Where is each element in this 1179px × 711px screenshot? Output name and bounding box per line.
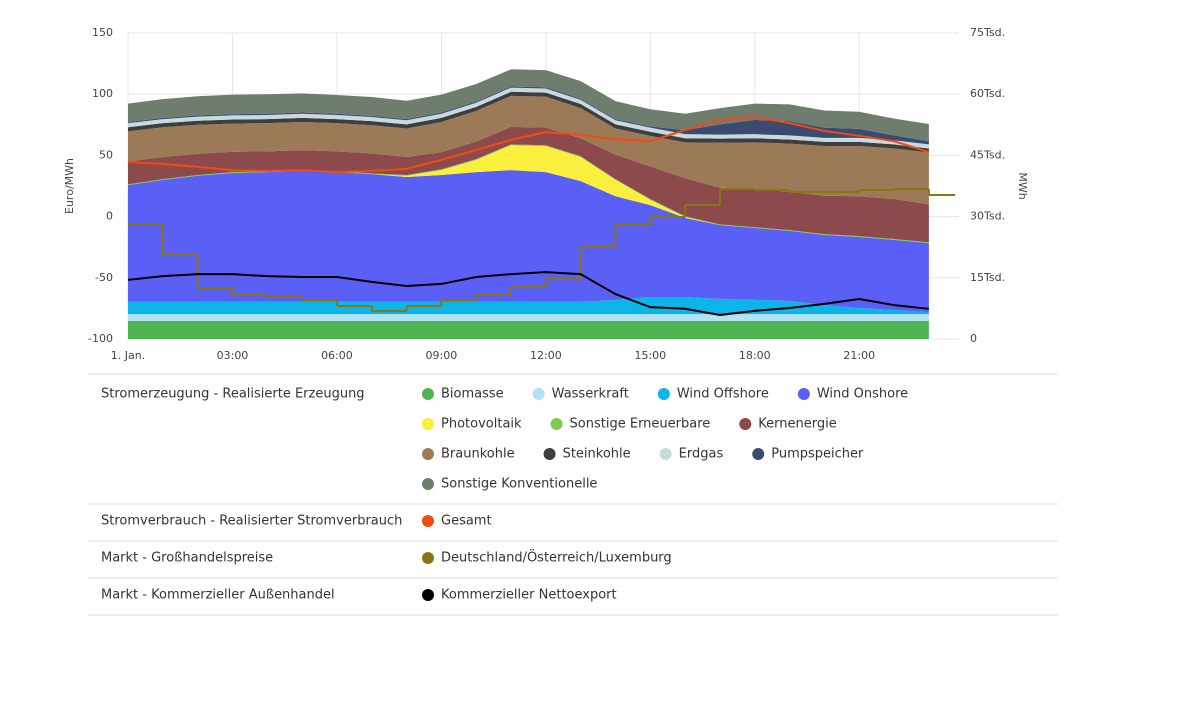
y2-axis-title: MWh [1016,172,1029,199]
x-tick-label: 15:00 [634,349,666,362]
legend-swatch [657,388,670,400]
y-tick-label: 100 [92,87,113,100]
legend-label: Photovoltaik [441,417,522,432]
x-tick-label: 12:00 [530,349,562,362]
legend-label: Wind Offshore [677,387,769,402]
legend-swatch [422,478,434,490]
legend-swatch [659,448,672,460]
legend-item[interactable]: Kernenergie [739,417,837,432]
legend-swatch [752,448,765,460]
line [127,116,930,174]
legend-group-title: Stromerzeugung - Realisierte Erzeugung [101,387,365,402]
legend-label: Kernenergie [758,417,836,432]
legend-item[interactable]: Kommerzieller Nettoexport [422,588,617,603]
legend-item[interactable]: Wind Offshore [657,387,769,402]
legend-item[interactable]: Braunkohle [422,447,515,462]
legend-swatch [543,448,556,460]
area [128,86,929,145]
legend-swatch [422,418,434,430]
legend-group-title: Markt - Großhandelspreise [101,551,273,566]
x-tick-label: 09:00 [426,349,458,362]
legend-label: Sonstige Konventionelle [441,477,597,492]
y-tick-label: 50 [99,148,113,161]
legend-item[interactable]: Wind Onshore [797,387,908,402]
x-tick-label: 06:00 [321,349,353,362]
y-tick-label: -50 [95,271,113,284]
area [128,95,929,205]
y2-tick-label: 45Tsd. [970,148,1005,161]
legend-label: Steinkohle [563,447,631,462]
legend-item[interactable]: Pumpspeicher [752,447,864,462]
area [128,87,929,149]
legend-label: Biomasse [441,387,504,402]
legend-item[interactable]: Erdgas [659,447,724,462]
legend-item[interactable]: Biomasse [422,387,504,402]
area [128,314,929,322]
area [128,69,929,142]
legend-group-title: Markt - Kommerzieller Außenhandel [101,588,335,603]
legend-group-title: Stromverbrauch - Realisierter Stromverbr… [101,514,402,529]
legend-item[interactable]: Sonstige Konventionelle [422,477,597,492]
y2-tick-label: 0 [970,332,977,345]
plot [127,69,955,339]
y2-tick-label: 15Tsd. [970,271,1005,284]
y-axis-title: Euro/MWh [63,158,76,214]
line [127,271,929,316]
area [128,126,929,243]
legend-swatch [422,589,434,601]
legend-label: Erdgas [679,447,724,462]
legend-swatch [550,418,563,430]
legend-item[interactable]: Photovoltaik [422,417,522,432]
legend-label: Kommerzieller Nettoexport [441,588,617,603]
area [128,321,929,339]
legend-item[interactable]: Deutschland/Österreich/Luxemburg [422,549,672,566]
legend-label: Wasserkraft [552,387,629,402]
legend-label: Deutschland/Österreich/Luxemburg [441,549,672,566]
legend-swatch [422,515,434,527]
legend-item[interactable]: Wasserkraft [532,387,629,402]
y2-tick-label: 75Tsd. [970,26,1005,39]
y2-tick-label: 60Tsd. [970,87,1005,100]
legend-swatch [422,388,434,400]
legend-label: Wind Onshore [817,387,908,402]
legend-swatch [739,418,752,430]
legend-swatch [422,448,434,460]
legend-swatch [422,552,434,564]
legend-label: Pumpspeicher [771,447,864,462]
legend-item[interactable]: Steinkohle [543,447,631,462]
area [128,296,929,315]
legend-label: Braunkohle [441,447,515,462]
x-tick-label: 21:00 [843,349,875,362]
x-tick-label: 1. Jan. [111,349,145,362]
y-tick-label: 150 [92,26,113,39]
x-tick-label: 18:00 [739,349,771,362]
legend-label: Sonstige Erneuerbare [570,417,711,432]
y2-tick-label: 30Tsd. [970,210,1005,223]
legend-swatch [532,388,545,400]
legend-swatch [797,388,810,400]
legend-item[interactable]: Gesamt [422,514,492,529]
legend-item[interactable]: Sonstige Erneuerbare [550,417,711,432]
y-tick-label: -100 [88,332,113,345]
y-tick-label: 0 [106,210,113,223]
area [128,91,929,153]
x-tick-label: 03:00 [217,349,249,362]
legend-label: Gesamt [441,514,492,529]
area [128,145,929,244]
